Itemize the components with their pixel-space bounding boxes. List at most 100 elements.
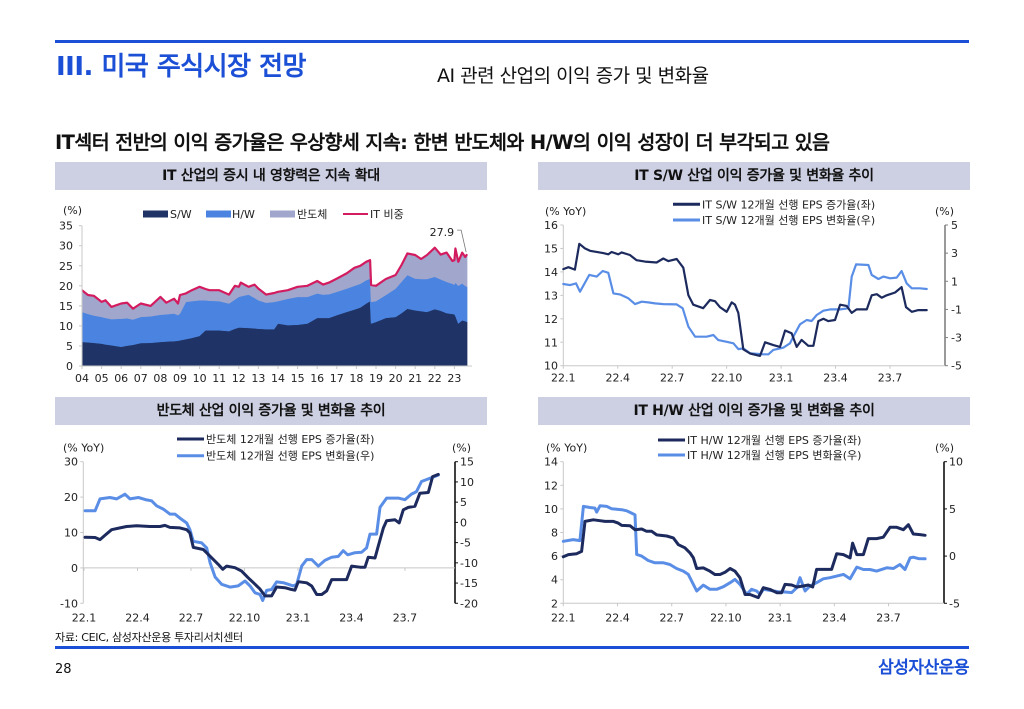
x-tick-label: 22.4 (605, 612, 630, 625)
series-line-change-rate (83, 473, 440, 602)
headline: IT섹터 전반의 이익 증가율은 우상향세 지속: 한변 반도체와 H/W의 이… (55, 131, 830, 154)
right-axis-unit-label: (%) (935, 205, 954, 218)
x-tick-label: 22.10 (710, 612, 742, 625)
left-y-tick-label: 14 (544, 266, 558, 279)
left-y-tick-label: 6 (551, 550, 558, 563)
y-tick-label: 0 (66, 360, 73, 373)
right-y-tick-label: -5 (949, 597, 960, 610)
x-tick-label: 22.1 (551, 372, 576, 385)
right-y-tick-label: 1 (951, 275, 958, 288)
x-tick-label: 13 (251, 372, 265, 385)
right-y-tick-label: 10 (460, 476, 474, 489)
data-label: 27.9 (430, 226, 455, 239)
page-title: III. 미국 주식시장 전망 (56, 52, 306, 82)
semiconductor-eps-line-chart: -10 0 10 20 30 -20 -15 -10 -5 0 5 10 15 22.1 22.4 22.7 2… (60, 433, 478, 625)
left-y-tick-label: 14 (544, 456, 558, 469)
left-y-tick-label: 10 (64, 527, 78, 540)
x-tick-label: 23.1 (286, 612, 311, 625)
left-axis-unit-label: (% YoY) (546, 442, 587, 455)
left-y-tick-label: 30 (64, 456, 78, 469)
right-y-tick-label: -3 (951, 332, 962, 345)
x-tick-label: 06 (114, 372, 128, 385)
x-tick-label: 10 (193, 372, 207, 385)
y-axis-unit-label: (%) (63, 204, 82, 217)
panel-title-sw: IT S/W 산업 이익 증가율 및 변화율 추이 (538, 162, 970, 190)
right-y-tick-label: -15 (460, 577, 478, 590)
x-tick-label: 18 (349, 372, 363, 385)
legend-swatch (143, 210, 168, 218)
x-tick-label: 09 (173, 372, 187, 385)
y-tick-label: 35 (59, 220, 73, 233)
legend-label: IT H/W 12개월 선행 EPS 변화율(우) (687, 449, 861, 462)
right-y-tick-label: 5 (949, 503, 956, 516)
page-number: 28 (55, 662, 72, 677)
right-axis-unit-label: (%) (935, 442, 954, 455)
x-tick-label: 04 (75, 372, 89, 385)
left-axis-unit-label: (% YoY) (63, 442, 104, 455)
left-y-tick-label: 12 (544, 313, 558, 326)
right-y-tick-label: 0 (460, 516, 467, 529)
left-y-tick-label: 10 (544, 360, 558, 373)
line-it-weight (81, 246, 469, 310)
right-y-tick-label: -20 (460, 597, 478, 610)
x-tick-label: 12 (232, 372, 246, 385)
x-tick-label: 20 (389, 372, 403, 385)
y-tick-label: 20 (59, 280, 73, 293)
left-y-tick-label: 4 (551, 574, 558, 587)
right-y-tick-label: 5 (951, 219, 958, 232)
right-y-tick-label: -1 (951, 303, 962, 316)
left-axis-unit-label: (% YoY) (545, 205, 586, 218)
x-tick-label: 22 (428, 372, 442, 385)
x-tick-label: 15 (291, 372, 305, 385)
panel-title-it-influence: IT 산업의 증시 내 영향력은 지속 확대 (55, 162, 487, 190)
right-y-tick-label: 10 (949, 456, 963, 469)
right-y-tick-label: -5 (460, 537, 471, 550)
x-tick-label: 23.7 (878, 372, 903, 385)
series-line-change-rate (562, 263, 928, 356)
left-y-tick-label: 12 (544, 479, 558, 492)
x-tick-label: 08 (153, 372, 167, 385)
x-tick-label: 22.4 (125, 612, 149, 625)
x-tick-label: 23.1 (768, 612, 793, 625)
y-tick-label: 25 (59, 260, 73, 273)
legend-label: IT S/W 12개월 선행 EPS 증가율(좌) (702, 198, 875, 211)
x-tick-label: 22.10 (711, 372, 743, 385)
x-tick-label: 23.4 (823, 372, 848, 385)
left-y-tick-label: 13 (544, 289, 558, 302)
right-axis-unit-label: (%) (452, 442, 471, 455)
left-y-tick-label: 8 (551, 527, 558, 540)
right-y-tick-label: -10 (460, 557, 478, 570)
x-tick-label: 22.1 (551, 612, 576, 625)
legend-label: IT 비중 (370, 208, 404, 221)
left-y-tick-label: 11 (544, 336, 558, 349)
y-tick-label: 10 (59, 320, 73, 333)
legend-label: 반도체 12개월 선행 EPS 증가율(좌) (206, 433, 374, 446)
x-tick-label: 14 (271, 372, 285, 385)
left-y-tick-label: 16 (544, 219, 558, 232)
x-tick-label: 22.10 (229, 612, 261, 625)
x-tick-label: 22.7 (660, 372, 685, 385)
x-tick-label: 23.4 (822, 612, 847, 625)
left-y-tick-label: 2 (551, 597, 558, 610)
top-rule (55, 40, 969, 43)
x-tick-label: 22.7 (659, 612, 684, 625)
left-y-tick-label: 15 (544, 242, 558, 255)
left-y-tick-label: 0 (71, 562, 78, 575)
x-tick-label: 07 (134, 372, 148, 385)
series-line-change-rate (561, 504, 927, 596)
panel-title-semiconductor: 반도체 산업 이익 증가율 및 변화율 추이 (55, 397, 487, 425)
company-logo: 삼성자산운용 (878, 658, 969, 678)
source-note: 자료: CEIC, 삼성자산운용 투자리서치센터 (55, 631, 243, 644)
x-tick-label: 23 (447, 372, 461, 385)
y-tick-label: 5 (66, 340, 73, 353)
x-tick-label: 23.1 (769, 372, 794, 385)
x-tick-label: 11 (212, 372, 226, 385)
y-tick-label: 15 (59, 300, 73, 313)
page-subtitle: AI 관련 산업의 이익 증가 및 변화율 (437, 65, 709, 87)
annotation-leader (457, 229, 467, 253)
legend-label: 반도체 12개월 선행 EPS 변화율(우) (206, 450, 374, 463)
right-y-tick-label: 15 (460, 456, 474, 469)
hw-eps-line-chart: 2 4 6 8 10 12 14 -5 0 5 10 22.1 22.4 22.7 22.10 23.1 23.… (544, 434, 963, 625)
